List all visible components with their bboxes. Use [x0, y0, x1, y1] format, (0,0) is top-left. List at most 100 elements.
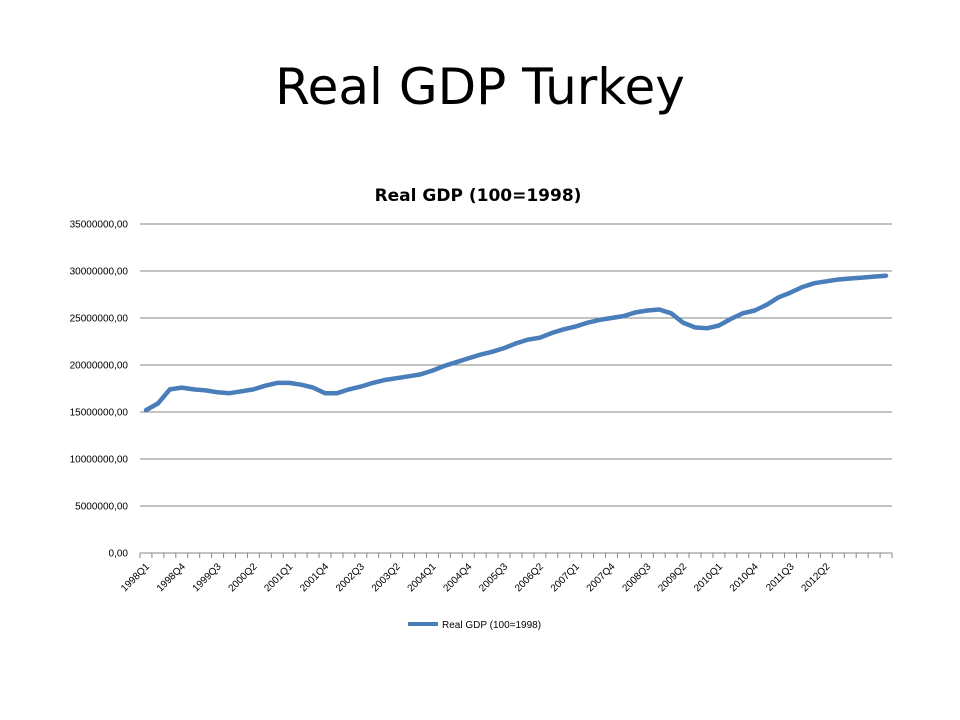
- data-point: [717, 324, 721, 328]
- y-tick-label: 10000000,00: [70, 455, 129, 466]
- x-tick-label: 2004Q1: [406, 561, 439, 594]
- x-tick-label: 2010Q1: [692, 561, 725, 594]
- data-point: [442, 364, 446, 368]
- data-point: [645, 308, 649, 312]
- data-point: [550, 331, 554, 335]
- data-point: [430, 369, 434, 373]
- data-point: [598, 318, 602, 322]
- x-tick-label: 2001Q4: [298, 561, 331, 594]
- x-tick-label: 2009Q2: [656, 561, 689, 594]
- data-point: [144, 408, 148, 412]
- series-line: [143, 273, 889, 413]
- data-point: [502, 346, 506, 350]
- data-point: [538, 336, 542, 340]
- data-point: [848, 277, 852, 281]
- data-point: [574, 324, 578, 328]
- data-point: [347, 387, 351, 391]
- x-tick-label: 2003Q2: [370, 561, 403, 594]
- x-tick-label: 2011Q3: [764, 561, 797, 594]
- data-point: [836, 277, 840, 281]
- data-point: [562, 327, 566, 331]
- x-tick-label: 2006Q2: [513, 561, 546, 594]
- data-point: [812, 281, 816, 285]
- data-point: [824, 279, 828, 283]
- data-point: [419, 372, 423, 376]
- data-point: [359, 385, 363, 389]
- data-point: [383, 378, 387, 382]
- data-point: [466, 356, 470, 360]
- x-tick-label: 2001Q1: [262, 561, 295, 594]
- x-tick-label: 2000Q2: [227, 561, 260, 594]
- legend: Real GDP (100=1998): [408, 620, 541, 631]
- y-tick-label: 5000000,00: [75, 502, 128, 513]
- data-point: [633, 310, 637, 314]
- data-point: [681, 321, 685, 325]
- data-point: [168, 387, 172, 391]
- data-point: [800, 285, 804, 289]
- data-point: [514, 341, 518, 345]
- data-point: [311, 386, 315, 390]
- x-tick-label: 2002Q3: [334, 561, 367, 594]
- x-tick-label: 2010Q4: [728, 561, 761, 594]
- data-point: [228, 391, 232, 395]
- data-point: [323, 391, 327, 395]
- data-point: [526, 338, 530, 342]
- y-tick-label: 0,00: [109, 549, 129, 560]
- x-tick-label: 2008Q3: [620, 561, 653, 594]
- data-point: [669, 311, 673, 315]
- y-tick-label: 30000000,00: [70, 267, 129, 278]
- data-point: [251, 387, 255, 391]
- y-tick-label: 25000000,00: [70, 314, 129, 325]
- data-point: [753, 308, 757, 312]
- data-point: [777, 295, 781, 299]
- x-tick-label: 2007Q1: [549, 561, 582, 594]
- data-point: [156, 402, 160, 406]
- data-point: [239, 389, 243, 393]
- x-axis: 1998Q1 1998Q4 1999Q3 2000Q2 2001Q1 2001Q4 2002…: [119, 553, 893, 594]
- data-point: [192, 387, 196, 391]
- x-tick-label: 2004Q4: [441, 561, 474, 594]
- legend-label: Real GDP (100=1998): [442, 620, 541, 631]
- data-point: [729, 317, 733, 321]
- data-point: [586, 321, 590, 325]
- y-tick-label: 20000000,00: [70, 361, 129, 372]
- y-axis: 0,00 5000000,00 10000000,00 15000000,00 2000…: [70, 220, 129, 560]
- data-point: [371, 381, 375, 385]
- data-point: [395, 376, 399, 380]
- data-point: [180, 386, 184, 390]
- data-point: [275, 381, 279, 385]
- data-point: [454, 360, 458, 364]
- y-tick-label: 35000000,00: [70, 220, 129, 231]
- data-point: [407, 374, 411, 378]
- data-point: [287, 381, 291, 385]
- x-tick-label: 2012Q2: [800, 561, 833, 594]
- data-point: [872, 275, 876, 279]
- y-tick-label: 15000000,00: [70, 408, 129, 419]
- data-point: [789, 291, 793, 295]
- data-point: [765, 303, 769, 307]
- chart-title: Real GDP (100=1998): [375, 186, 582, 206]
- data-point: [299, 383, 303, 387]
- x-tick-label: 2005Q3: [477, 561, 510, 594]
- data-point: [657, 308, 661, 312]
- data-point: [490, 350, 494, 354]
- data-point: [860, 276, 864, 280]
- slide-title: Real GDP Turkey: [275, 58, 685, 116]
- data-point: [609, 316, 613, 320]
- data-point: [204, 388, 208, 392]
- data-point: [705, 326, 709, 330]
- data-point: [216, 390, 220, 394]
- data-point: [478, 353, 482, 357]
- data-point: [693, 325, 697, 329]
- data-point: [335, 391, 339, 395]
- data-point: [884, 274, 888, 278]
- data-point: [741, 311, 745, 315]
- series-layer: [143, 273, 889, 413]
- data-point: [263, 384, 267, 388]
- data-point: [621, 314, 625, 318]
- x-tick-label: 1998Q1: [119, 561, 152, 594]
- x-tick-label: 1998Q4: [155, 561, 188, 594]
- gridlines: [140, 223, 892, 554]
- x-tick-label: 2007Q4: [585, 561, 618, 594]
